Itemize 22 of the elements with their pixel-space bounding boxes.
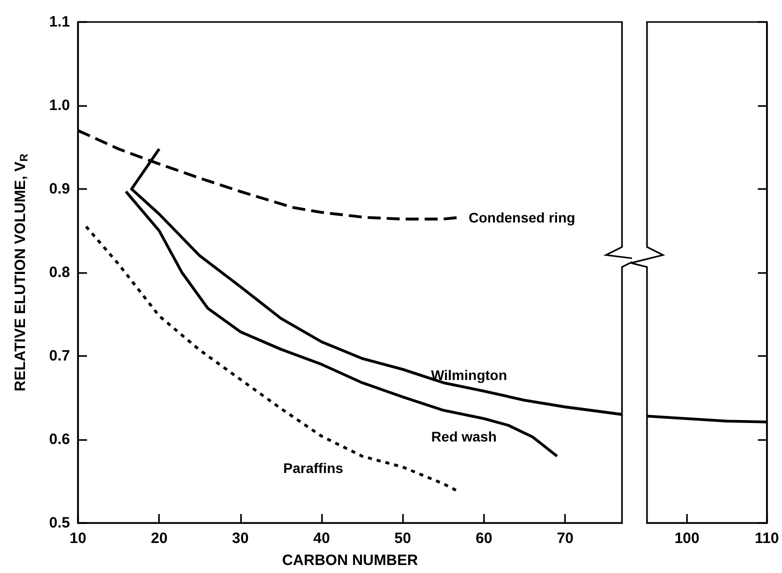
- y-tick-label: 0.5: [49, 514, 70, 532]
- x-tick-label: 100: [674, 530, 700, 547]
- x-tick-label: 50: [394, 530, 412, 547]
- x-tick-label: 70: [556, 530, 574, 547]
- series-label: Wilmington: [430, 367, 508, 384]
- y-tick-label: 0.9: [49, 180, 70, 198]
- y-tick-label: 1.0: [49, 97, 70, 114]
- y-tick-label: 0.8: [49, 264, 70, 281]
- y-tick-label: 0.7: [49, 348, 70, 364]
- x-tick-label: 30: [232, 530, 249, 547]
- y-tick-label: 1.1: [49, 14, 70, 30]
- series-label: Condensed ring: [468, 209, 576, 226]
- y-tick-label: 0.6: [49, 431, 70, 448]
- x-axis-title: CARBON NUMBER: [282, 552, 418, 569]
- series-label: Paraffins: [283, 460, 344, 476]
- x-tick-label: 60: [476, 530, 492, 547]
- x-tick-label: 40: [313, 530, 330, 547]
- x-tick-label: 110: [754, 530, 779, 547]
- y-axis-title: RELATIVE ELUTION VOLUME, VR: [12, 154, 30, 392]
- x-tick-label: 20: [150, 530, 168, 547]
- series-label: Red wash: [431, 428, 497, 445]
- x-tick-label: 10: [70, 530, 86, 547]
